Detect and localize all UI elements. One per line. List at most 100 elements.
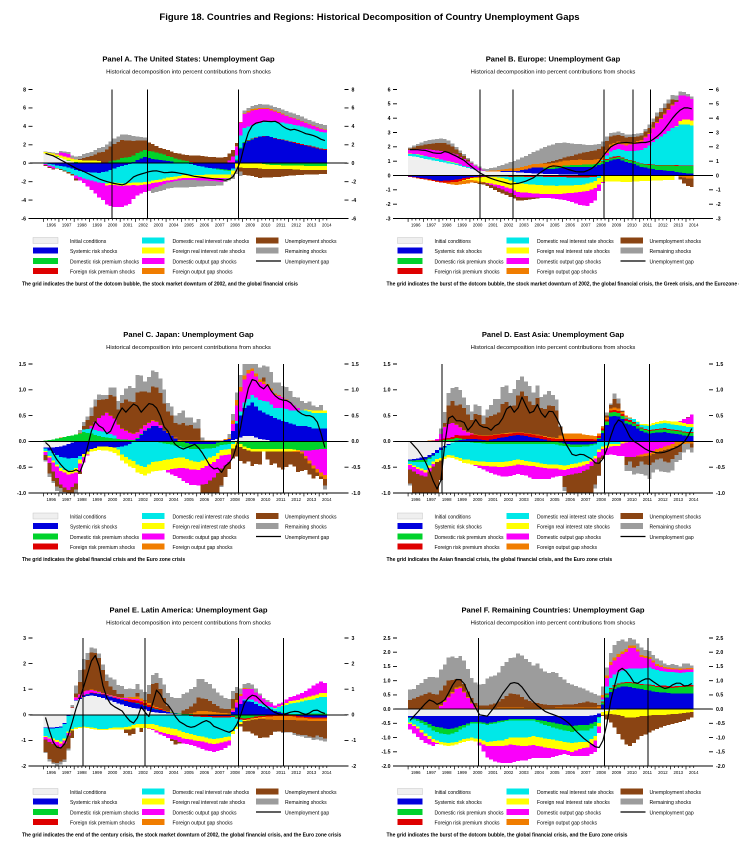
- svg-text:2014: 2014: [689, 770, 699, 775]
- svg-text:Domestic output gap shocks: Domestic output gap shocks: [537, 259, 601, 265]
- svg-text:2010: 2010: [627, 497, 637, 502]
- svg-text:-1.0: -1.0: [382, 735, 391, 741]
- svg-text:Domestic real interest rate sh: Domestic real interest rate shocks: [173, 790, 250, 796]
- svg-text:Domestic risk premium shocks: Domestic risk premium shocks: [435, 810, 505, 816]
- svg-text:3: 3: [388, 130, 391, 136]
- svg-text:2010: 2010: [261, 770, 271, 775]
- svg-text:2: 2: [352, 143, 355, 149]
- svg-text:2014: 2014: [689, 497, 699, 502]
- svg-text:2009: 2009: [612, 223, 622, 228]
- svg-text:5: 5: [388, 102, 391, 108]
- svg-text:0.0: 0.0: [383, 707, 390, 713]
- svg-text:0.5: 0.5: [716, 693, 723, 699]
- svg-text:Panel A. The United States: Un: Panel A. The United States: Unemployment…: [102, 55, 275, 64]
- svg-text:2012: 2012: [658, 223, 668, 228]
- svg-text:2007: 2007: [215, 223, 225, 228]
- svg-text:2001: 2001: [123, 770, 133, 775]
- svg-text:The grid indicates the burst o: The grid indicates the burst of the dotc…: [22, 282, 298, 288]
- svg-text:2011: 2011: [276, 497, 286, 502]
- svg-text:Initial conditions: Initial conditions: [435, 239, 472, 245]
- svg-text:Domestic risk premium shocks: Domestic risk premium shocks: [70, 535, 140, 541]
- svg-text:1.5: 1.5: [716, 664, 723, 670]
- svg-text:2002: 2002: [138, 770, 148, 775]
- svg-text:Foreign output gap shocks: Foreign output gap shocks: [537, 820, 597, 826]
- svg-text:2004: 2004: [535, 770, 545, 775]
- svg-text:Systemic risk shocks: Systemic risk shocks: [435, 800, 483, 806]
- svg-text:2003: 2003: [519, 497, 529, 502]
- svg-text:1998: 1998: [442, 497, 452, 502]
- svg-text:0: 0: [716, 173, 719, 179]
- svg-text:Foreign output gap shocks: Foreign output gap shocks: [173, 269, 233, 275]
- svg-text:1999: 1999: [92, 223, 102, 228]
- svg-text:2006: 2006: [200, 497, 210, 502]
- svg-text:1998: 1998: [77, 770, 87, 775]
- svg-text:2004: 2004: [169, 770, 179, 775]
- svg-text:2014: 2014: [689, 223, 699, 228]
- svg-text:-1.0: -1.0: [352, 491, 361, 497]
- svg-text:0.0: 0.0: [352, 439, 359, 445]
- svg-text:1999: 1999: [457, 770, 467, 775]
- svg-text:2000: 2000: [473, 223, 483, 228]
- svg-text:1998: 1998: [77, 497, 87, 502]
- svg-text:1999: 1999: [457, 223, 467, 228]
- svg-text:0.0: 0.0: [716, 439, 723, 445]
- svg-text:2: 2: [352, 661, 355, 667]
- svg-text:2003: 2003: [154, 223, 164, 228]
- svg-text:-4: -4: [21, 198, 26, 204]
- svg-text:Foreign real interest rate sho: Foreign real interest rate shocks: [173, 800, 246, 806]
- svg-text:Domestic output gap shocks: Domestic output gap shocks: [173, 259, 237, 265]
- svg-text:4: 4: [352, 124, 355, 130]
- svg-text:Domestic real interest rate sh: Domestic real interest rate shocks: [537, 239, 614, 245]
- svg-text:Domestic output gap shocks: Domestic output gap shocks: [537, 810, 601, 816]
- svg-text:Historical decomposition into: Historical decomposition into percent co…: [471, 345, 636, 351]
- svg-text:0: 0: [23, 161, 26, 167]
- svg-text:Unemployment shocks: Unemployment shocks: [285, 239, 337, 245]
- svg-text:Remaining shocks: Remaining shocks: [650, 249, 692, 255]
- svg-text:0: 0: [23, 713, 26, 719]
- svg-text:Panel E. Latin America: Unempl: Panel E. Latin America: Unemployment Gap: [110, 606, 268, 615]
- svg-text:6: 6: [23, 106, 26, 112]
- svg-text:4: 4: [388, 116, 391, 122]
- svg-text:2014: 2014: [322, 770, 332, 775]
- svg-text:2005: 2005: [550, 497, 560, 502]
- svg-text:2010: 2010: [261, 497, 271, 502]
- svg-text:Unemployment gap: Unemployment gap: [650, 259, 694, 265]
- svg-text:2005: 2005: [184, 223, 194, 228]
- svg-text:2005: 2005: [184, 770, 194, 775]
- svg-text:2013: 2013: [674, 223, 684, 228]
- svg-text:Initial conditions: Initial conditions: [70, 239, 107, 245]
- svg-text:-1.0: -1.0: [17, 491, 26, 497]
- svg-text:Foreign real interest rate sho: Foreign real interest rate shocks: [537, 524, 610, 530]
- svg-text:-2: -2: [716, 202, 721, 208]
- svg-text:2003: 2003: [519, 223, 529, 228]
- svg-text:2000: 2000: [473, 770, 483, 775]
- svg-text:Remaining shocks: Remaining shocks: [285, 524, 327, 530]
- svg-text:8: 8: [352, 87, 355, 93]
- svg-text:The grid indicates the Asian f: The grid indicates the Asian financial c…: [387, 557, 613, 563]
- svg-text:4: 4: [23, 124, 26, 130]
- svg-text:2004: 2004: [535, 223, 545, 228]
- svg-text:Unemployment gap: Unemployment gap: [285, 810, 329, 816]
- svg-text:2011: 2011: [276, 223, 286, 228]
- svg-text:2006: 2006: [565, 497, 575, 502]
- svg-text:Unemployment gap: Unemployment gap: [650, 535, 694, 541]
- svg-text:Unemployment gap: Unemployment gap: [650, 810, 694, 816]
- svg-text:1996: 1996: [47, 223, 57, 228]
- svg-text:2000: 2000: [108, 497, 118, 502]
- svg-text:6: 6: [716, 87, 719, 93]
- svg-text:2007: 2007: [215, 770, 225, 775]
- svg-text:2013: 2013: [307, 497, 317, 502]
- svg-text:2002: 2002: [504, 223, 514, 228]
- svg-text:6: 6: [388, 87, 391, 93]
- svg-text:2008: 2008: [230, 223, 240, 228]
- svg-text:3: 3: [716, 130, 719, 136]
- svg-text:2000: 2000: [108, 770, 118, 775]
- svg-text:Historical decomposition into: Historical decomposition into percent co…: [106, 70, 271, 76]
- svg-text:-0.5: -0.5: [17, 465, 26, 471]
- svg-text:2004: 2004: [169, 223, 179, 228]
- svg-text:2011: 2011: [643, 223, 653, 228]
- svg-text:2012: 2012: [291, 770, 301, 775]
- svg-text:6: 6: [352, 106, 355, 112]
- svg-text:Domestic real interest rate sh: Domestic real interest rate shocks: [537, 514, 614, 520]
- svg-text:Figure 18. Countries and Regio: Figure 18. Countries and Regions: Histor…: [159, 12, 579, 23]
